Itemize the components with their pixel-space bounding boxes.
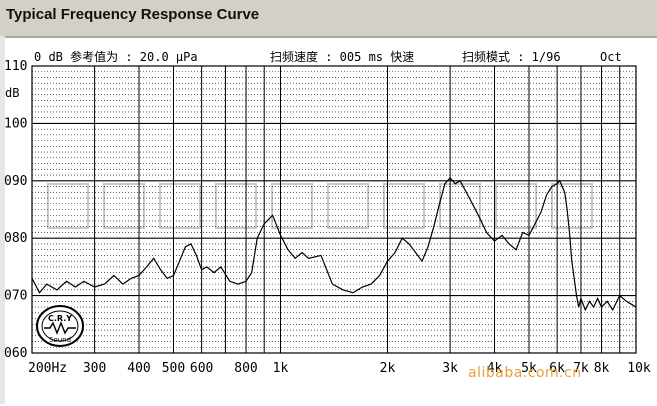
logo-top-text: C.R.Y — [48, 314, 72, 323]
octave-label: Oct — [600, 50, 622, 64]
y-tick-label: 100 — [4, 116, 27, 131]
sweep-speed-label: 扫频速度 : 005 ms 快速 — [270, 49, 414, 64]
response-curve — [31, 176, 637, 312]
x-tick-label: 400 — [127, 361, 150, 376]
watermark-glyph-box — [439, 183, 481, 229]
title-bar: Typical Frequency Response Curve — [0, 0, 657, 34]
watermark-glyph-box — [383, 183, 425, 229]
logo-bottom-text: Sound — [49, 336, 71, 344]
frame-edge — [0, 36, 5, 404]
cry-sound-logo: C.R.Y Sound — [36, 305, 84, 347]
watermark-glyph-box — [495, 183, 537, 229]
x-tick-label: 6k — [549, 361, 565, 376]
x-tick-label: 10k — [627, 361, 651, 376]
x-tick-label: 8k — [594, 361, 610, 376]
y-tick-label: 080 — [4, 231, 27, 246]
watermark-glyph-box — [159, 183, 201, 229]
x-tick-label: 3k — [442, 361, 458, 376]
chart-header: 0 dB 参考值为 : 20.0 μPa 扫频速度 : 005 ms 快速 扫频… — [34, 49, 622, 64]
watermark-glyph-box — [271, 183, 313, 229]
reference-label: 0 dB 参考值为 : 20.0 μPa — [34, 49, 198, 64]
watermark-glyph-box — [551, 183, 593, 229]
watermark-glyph-box — [327, 183, 369, 229]
watermark-glyph-box — [103, 183, 145, 229]
y-tick-labels: 110 100 090 080 070 060 — [4, 59, 27, 361]
x-tick-label: 2k — [380, 361, 396, 376]
x-tick-label: 300 — [83, 361, 106, 376]
x-tick-label: 500 — [162, 361, 185, 376]
y-tick-label: 060 — [4, 346, 27, 361]
x-tick-label: 5k — [521, 361, 537, 376]
chart-grid — [31, 65, 637, 354]
background-watermark — [47, 183, 593, 229]
y-tick-label: 110 — [4, 59, 27, 74]
x-tick-label: 200Hz — [28, 361, 67, 376]
x-tick-label: 1k — [273, 361, 289, 376]
x-tick-label: 600 — [190, 361, 213, 376]
watermark-glyph-box — [47, 183, 89, 229]
x-tick-label: 800 — [234, 361, 257, 376]
window-title: Typical Frequency Response Curve — [6, 6, 260, 23]
sweep-mode-label: 扫频模式 : 1/96 — [462, 50, 561, 64]
x-tick-label: 7k — [573, 361, 589, 376]
x-tick-label: 4k — [487, 361, 503, 376]
watermark-glyph-box — [215, 183, 257, 229]
y-tick-label: 070 — [4, 289, 27, 304]
x-tick-labels: 200Hz 300 400 500 600 800 1k 2k 3k 4k 5k 6k 7k 8k 10k — [28, 361, 651, 376]
site-watermark: alibaba.com.cn — [468, 365, 582, 381]
y-tick-label: 090 — [4, 174, 27, 189]
y-axis-unit-label: dB — [5, 86, 19, 100]
